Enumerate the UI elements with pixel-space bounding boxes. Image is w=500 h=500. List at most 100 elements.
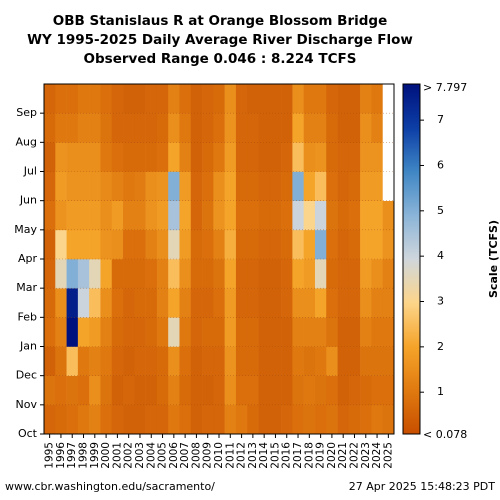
heatmap-cell	[55, 84, 67, 114]
heatmap-cell	[281, 317, 293, 347]
heatmap-cell	[247, 317, 259, 347]
heatmap-cell	[123, 84, 135, 114]
heatmap-cell	[269, 229, 282, 260]
heatmap-cell	[292, 404, 304, 435]
heatmap-cell	[314, 84, 327, 114]
heatmap-cell	[292, 84, 304, 114]
heatmap-cell	[224, 142, 237, 172]
heatmap-cell	[55, 346, 67, 376]
heatmap-cell	[258, 200, 271, 231]
heatmap-cell	[55, 200, 67, 231]
heatmap-cell	[202, 113, 214, 143]
heatmap-cell	[134, 142, 146, 172]
heatmap-cell	[360, 142, 372, 172]
heatmap-cell	[235, 259, 248, 289]
heatmap-cell	[190, 346, 203, 376]
heatmap-cell	[77, 142, 90, 172]
heatmap-cell	[44, 142, 56, 172]
heatmap-cell	[168, 346, 180, 376]
heatmap-cell	[235, 171, 248, 201]
colorbar-tick-label: 7	[437, 113, 444, 126]
heatmap-cell	[179, 375, 192, 406]
heatmap-cell	[111, 84, 124, 114]
heatmap-cell	[156, 288, 169, 318]
colorbar-tick-label: 3	[437, 295, 444, 308]
heatmap-cell	[66, 229, 79, 260]
heatmap-cell	[337, 142, 350, 172]
y-tick-label: Nov	[16, 398, 38, 411]
heatmap-cell	[382, 346, 395, 376]
heatmap-cell	[235, 317, 248, 347]
heatmap-cell	[224, 259, 237, 289]
heatmap-cell	[111, 171, 124, 201]
heatmap-cell	[269, 375, 282, 406]
heatmap-cell	[111, 404, 124, 435]
heatmap-cell	[202, 346, 214, 376]
heatmap-cell	[224, 229, 237, 260]
heatmap-cell	[89, 229, 101, 260]
heatmap-cell	[111, 229, 124, 260]
heatmap-cell	[269, 317, 282, 347]
heatmap-cell	[190, 229, 203, 260]
heatmap-cell	[179, 113, 192, 143]
heatmap-cell	[258, 375, 271, 406]
heatmap-cell	[44, 317, 56, 347]
heatmap-cell	[281, 171, 293, 201]
colorbar-tick-label: 4	[437, 249, 444, 262]
heatmap-cell	[348, 229, 361, 260]
heatmap-cell	[55, 317, 67, 347]
heatmap-cell	[224, 317, 237, 347]
heatmap-cell	[247, 171, 259, 201]
heatmap-cell	[269, 259, 282, 289]
heatmap-cell	[213, 142, 225, 172]
colorbar-tick-label: 2	[437, 340, 444, 353]
heatmap-cell	[77, 229, 90, 260]
heatmap-cell	[89, 288, 101, 318]
heatmap-cell	[281, 375, 293, 406]
heatmap-cell	[382, 288, 395, 318]
heatmap-cell	[348, 84, 361, 114]
heatmap-cell	[247, 404, 259, 435]
heatmap-cell	[134, 375, 146, 406]
heatmap-cell	[156, 229, 169, 260]
heatmap-cell	[235, 346, 248, 376]
heatmap-cell	[190, 142, 203, 172]
heatmap-cell	[77, 200, 90, 231]
colorbar-ticks: 1 2 3 4 5 6 7	[420, 113, 444, 398]
y-tick-label: Jun	[19, 194, 37, 207]
heatmap-cell	[145, 113, 158, 143]
heatmap-cell	[168, 142, 180, 172]
heatmap-cell	[213, 375, 225, 406]
heatmap-cell	[100, 259, 113, 289]
heatmap-cell	[168, 259, 180, 289]
heatmap-cell	[382, 113, 395, 143]
heatmap-cell	[292, 142, 304, 172]
heatmap-cell	[247, 84, 259, 114]
heatmap-cell	[190, 375, 203, 406]
footer-timestamp: 27 Apr 2025 15:48:23 PDT	[349, 480, 496, 493]
heatmap-cell	[247, 200, 259, 231]
heatmap-cell	[337, 200, 350, 231]
heatmap-cell	[314, 259, 327, 289]
heatmap-cell	[156, 171, 169, 201]
heatmap-cell	[224, 113, 237, 143]
heatmap-cell	[292, 200, 304, 231]
heatmap-cell	[382, 84, 395, 114]
heatmap-cell	[303, 346, 316, 376]
heatmap-cell	[123, 171, 135, 201]
heatmap-cell	[281, 113, 293, 143]
heatmap-cell	[100, 346, 113, 376]
heatmap-cell	[224, 288, 237, 318]
heatmap-cell	[202, 288, 214, 318]
heatmap-cell	[348, 142, 361, 172]
heatmap-cell	[66, 288, 79, 318]
chart-title-line-2: WY 1995-2025 Daily Average River Dischar…	[27, 32, 413, 48]
heatmap-cell	[66, 200, 79, 231]
heatmap-cell	[134, 113, 146, 143]
heatmap-cell	[303, 229, 316, 260]
heatmap-cell	[258, 259, 271, 289]
heatmap-cell	[145, 404, 158, 435]
heatmap-cell	[77, 288, 90, 318]
heatmap-cell	[66, 84, 79, 114]
heatmap-cell	[269, 142, 282, 172]
